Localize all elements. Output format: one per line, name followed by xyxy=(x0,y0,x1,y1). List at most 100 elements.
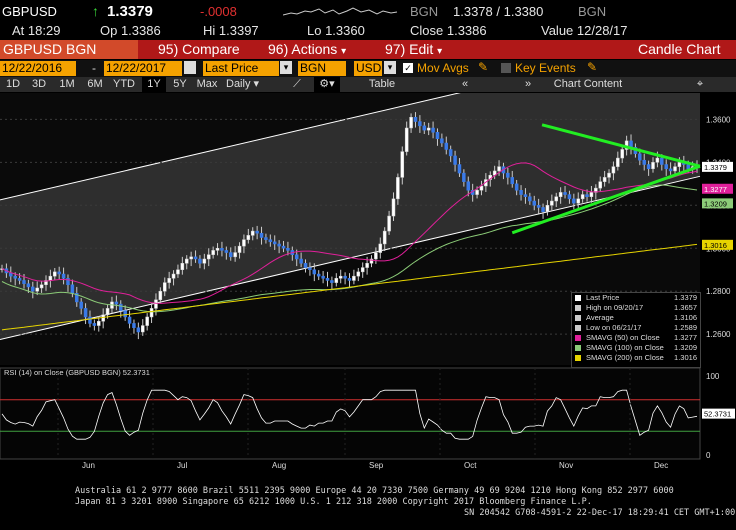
legend-value: 1.3657 xyxy=(674,303,697,312)
period-max[interactable]: Max xyxy=(196,78,218,90)
key-events-checkbox[interactable] xyxy=(501,63,511,73)
candle-body xyxy=(338,275,343,279)
candle-settings-icon[interactable]: ⚙▾ xyxy=(314,77,340,92)
candle-body xyxy=(611,166,616,174)
triangle-lower-line xyxy=(511,164,701,235)
actions-label: 96) Actions xyxy=(268,41,338,57)
currency-select[interactable]: USD xyxy=(354,61,382,76)
security-title[interactable]: GBPUSD BGN Curncy xyxy=(0,40,138,76)
candle-body xyxy=(79,301,83,309)
period-1y[interactable]: 1Y xyxy=(142,77,166,92)
field-dropdown-icon[interactable]: ▾ xyxy=(280,61,292,74)
candle-body xyxy=(119,303,123,311)
sma-100-line xyxy=(1,184,698,313)
end-date-field[interactable]: 12/22/2017 xyxy=(104,61,182,76)
candle-body xyxy=(215,248,220,251)
chart-content-button[interactable]: Chart Content xyxy=(553,78,623,90)
chevron-down-icon: ▾ xyxy=(253,78,260,90)
candle-body xyxy=(255,230,259,234)
legend-row: High on 09/20/17 1.3657 xyxy=(572,303,700,313)
candle-body xyxy=(224,250,229,253)
legend-value: 1.2589 xyxy=(674,323,697,332)
candle-body xyxy=(673,166,677,172)
candle-body xyxy=(193,256,198,260)
legend-row: SMAVG (200) on Close 1.3016 xyxy=(572,353,700,363)
candle-body xyxy=(475,190,479,195)
candle-body xyxy=(184,258,189,264)
interval-select[interactable]: Daily ▾ xyxy=(226,77,274,92)
calendar-icon[interactable] xyxy=(184,61,196,74)
candle-body xyxy=(602,177,607,182)
zoom-icon[interactable]: ⌖ xyxy=(696,78,704,90)
candle-body xyxy=(594,187,598,193)
period-1m[interactable]: 1M xyxy=(59,78,75,90)
pencil-icon[interactable]: ✎ xyxy=(587,60,598,74)
candle-body xyxy=(387,215,391,232)
currency-dropdown-icon[interactable]: ▾ xyxy=(384,61,396,74)
price-tag-label: 1.3209 xyxy=(704,199,727,208)
edit-button[interactable]: 97) Edit ▾ xyxy=(385,40,442,59)
legend-label: SMAVG (100) on Close xyxy=(586,343,664,352)
table-button[interactable]: Table xyxy=(368,78,396,90)
candle-body xyxy=(536,205,541,208)
candle-body xyxy=(264,237,268,240)
price-tag xyxy=(702,198,733,209)
start-date-field[interactable]: 12/22/2016 xyxy=(0,61,76,76)
actions-button[interactable]: 96) Actions ▾ xyxy=(268,40,346,59)
expand-right-icon[interactable]: » xyxy=(524,78,532,90)
candle-body xyxy=(57,271,61,275)
candle-body xyxy=(123,310,127,318)
chart-type-label[interactable]: Candle Chart xyxy=(638,41,721,57)
footer-session: SN 204542 G708-4591-2 22-Dec-17 18:29:41… xyxy=(464,508,736,518)
line-chart-icon[interactable]: ⟋ xyxy=(293,78,301,90)
legend-value: 1.3209 xyxy=(674,343,697,352)
candle-body xyxy=(360,267,365,273)
sparkline xyxy=(283,7,398,16)
candle-body xyxy=(66,278,70,286)
candle-body xyxy=(176,269,180,275)
candle-body xyxy=(141,325,145,333)
candle-body xyxy=(26,283,31,288)
edit-label: 97) Edit xyxy=(385,41,434,57)
candle-body xyxy=(347,278,352,281)
compare-button[interactable]: 95) Compare xyxy=(158,41,240,57)
source-select[interactable]: BGN xyxy=(298,61,346,76)
candle-body xyxy=(541,207,545,212)
candle-body xyxy=(35,287,39,292)
period-5y[interactable]: 5Y xyxy=(173,78,187,90)
mov-avgs-label[interactable]: Mov Avgs xyxy=(417,61,469,75)
candle-body xyxy=(620,149,624,159)
candle-body xyxy=(444,142,449,150)
pencil-icon[interactable]: ✎ xyxy=(478,60,489,74)
field-select[interactable]: Last Price xyxy=(203,61,279,76)
main-toolbar: GBPUSD BGN Curncy 95) Compare 96) Action… xyxy=(0,40,736,76)
mov-avgs-checkbox[interactable]: ✓ xyxy=(403,63,413,73)
candle-body xyxy=(426,127,431,131)
candle-body xyxy=(281,245,286,249)
x-tick-label: Oct xyxy=(464,461,477,470)
candle-body xyxy=(88,316,92,324)
candle-body xyxy=(448,149,453,157)
legend-swatch xyxy=(575,335,581,341)
chevron-down-icon: ▾ xyxy=(341,46,347,57)
candle-body xyxy=(550,200,554,206)
candle-body xyxy=(97,321,101,326)
candle-body xyxy=(312,269,317,275)
period-3d[interactable]: 3D xyxy=(31,78,47,90)
period-6m[interactable]: 6M xyxy=(87,78,103,90)
candle-body xyxy=(563,192,567,195)
period-1d[interactable]: 1D xyxy=(5,78,21,90)
collapse-left-icon[interactable]: « xyxy=(461,78,469,90)
price-chart[interactable]: 1.36001.34001.32001.30001.28001.26001.33… xyxy=(0,93,736,470)
candle-body xyxy=(607,172,611,178)
candle-body xyxy=(343,275,347,279)
candle-body xyxy=(180,263,185,270)
legend-value: 1.3277 xyxy=(674,333,697,342)
value-date: Value 12/28/17 xyxy=(541,23,628,38)
candle-body xyxy=(554,196,558,202)
chart-legend: Last Price 1.3379 High on 09/20/17 1.3657 Av… xyxy=(571,292,701,368)
x-tick-label: Sep xyxy=(369,461,384,470)
key-events-label[interactable]: Key Events xyxy=(515,61,576,75)
candle-body xyxy=(457,164,462,174)
period-ytd[interactable]: YTD xyxy=(113,78,135,90)
